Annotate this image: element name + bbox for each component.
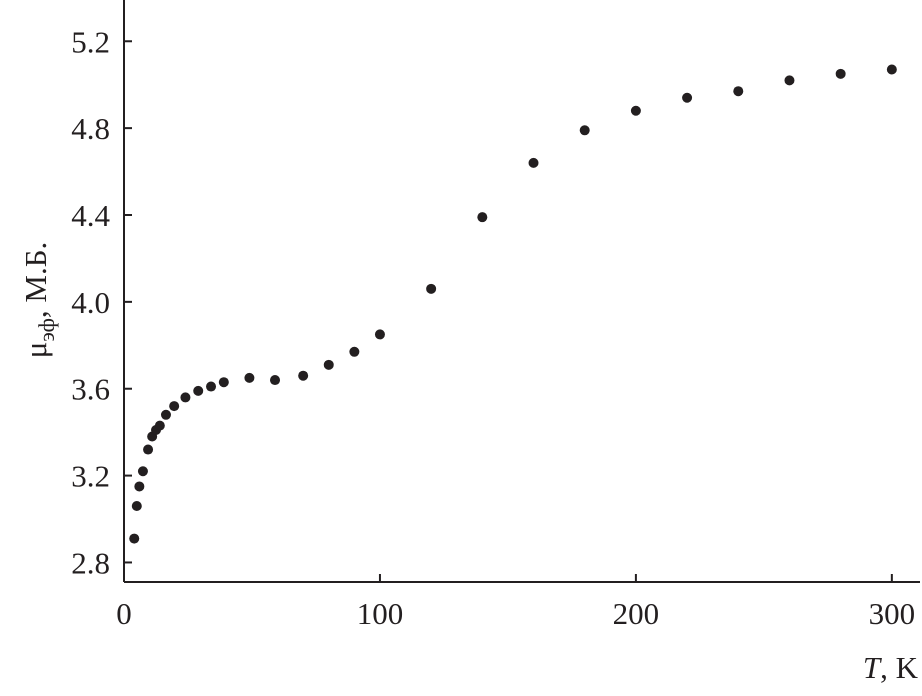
x-tick-label: 300	[869, 596, 916, 631]
data-point	[143, 444, 154, 455]
y-label-unit: , М.Б.	[18, 242, 53, 318]
data-point	[784, 75, 795, 86]
data-point	[630, 105, 641, 116]
data-point	[298, 370, 309, 381]
x-axis-label: T, K	[863, 650, 919, 685]
data-point	[154, 420, 165, 431]
y-label-subscript: эф	[34, 318, 59, 342]
y-tick-label: 4.4	[71, 198, 110, 233]
y-label-symbol: μ	[18, 342, 53, 359]
y-tick-label: 4.8	[71, 111, 110, 146]
data-point	[193, 385, 204, 396]
data-point	[137, 466, 148, 477]
x-tick-label: 100	[357, 596, 404, 631]
data-point	[206, 381, 217, 392]
data-point	[579, 125, 590, 136]
y-tick-label: 3.2	[71, 459, 110, 494]
y-tick-label: 3.6	[71, 372, 110, 407]
data-point	[374, 329, 385, 340]
y-tick-label: 5.2	[71, 24, 110, 59]
data-point	[134, 481, 145, 492]
data-point	[129, 533, 140, 544]
data-point	[180, 392, 191, 403]
x-label-unit: , K	[880, 650, 919, 685]
data-point	[169, 401, 180, 412]
x-tick-label: 0	[116, 596, 132, 631]
data-point	[323, 359, 334, 370]
x-tick-label: 200	[613, 596, 660, 631]
data-point	[733, 86, 744, 97]
y-tick-label: 2.8	[71, 545, 110, 580]
y-tick-label: 4.0	[71, 285, 110, 320]
data-point	[244, 372, 255, 383]
data-point	[131, 500, 142, 511]
data-point	[426, 283, 437, 294]
data-point	[270, 375, 281, 386]
data-point	[886, 64, 897, 75]
data-point	[349, 346, 360, 357]
data-point	[528, 157, 539, 168]
x-label-symbol: T	[863, 650, 883, 685]
data-point	[682, 92, 693, 103]
data-point	[218, 377, 229, 388]
y-axis-label: μэф, М.Б.	[18, 242, 59, 359]
data-point	[160, 409, 171, 420]
data-point	[835, 68, 846, 79]
data-point	[477, 212, 488, 223]
